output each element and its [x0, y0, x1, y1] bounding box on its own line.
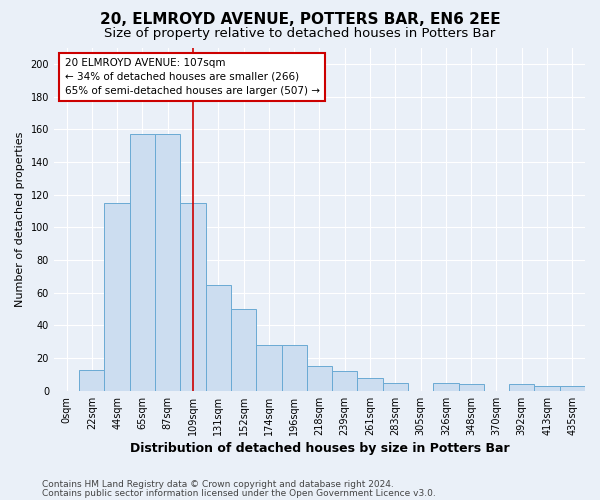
Bar: [433, 382, 458, 391]
Text: 20 ELMROYD AVENUE: 107sqm
← 34% of detached houses are smaller (266)
65% of semi: 20 ELMROYD AVENUE: 107sqm ← 34% of detac…: [65, 58, 320, 96]
Bar: [231, 309, 256, 391]
Bar: [560, 386, 585, 391]
Bar: [535, 386, 560, 391]
Bar: [206, 284, 231, 391]
Bar: [383, 382, 408, 391]
Bar: [104, 203, 130, 391]
Y-axis label: Number of detached properties: Number of detached properties: [15, 132, 25, 307]
Text: Size of property relative to detached houses in Potters Bar: Size of property relative to detached ho…: [104, 28, 496, 40]
Bar: [509, 384, 535, 391]
Bar: [281, 345, 307, 391]
Text: Contains HM Land Registry data © Crown copyright and database right 2024.: Contains HM Land Registry data © Crown c…: [42, 480, 394, 489]
Bar: [358, 378, 383, 391]
Bar: [332, 371, 358, 391]
Text: 20, ELMROYD AVENUE, POTTERS BAR, EN6 2EE: 20, ELMROYD AVENUE, POTTERS BAR, EN6 2EE: [100, 12, 500, 28]
Bar: [458, 384, 484, 391]
Bar: [130, 134, 155, 391]
Bar: [307, 366, 332, 391]
X-axis label: Distribution of detached houses by size in Potters Bar: Distribution of detached houses by size …: [130, 442, 509, 455]
Bar: [155, 134, 181, 391]
Bar: [256, 345, 281, 391]
Bar: [79, 370, 104, 391]
Bar: [181, 203, 206, 391]
Text: Contains public sector information licensed under the Open Government Licence v3: Contains public sector information licen…: [42, 488, 436, 498]
